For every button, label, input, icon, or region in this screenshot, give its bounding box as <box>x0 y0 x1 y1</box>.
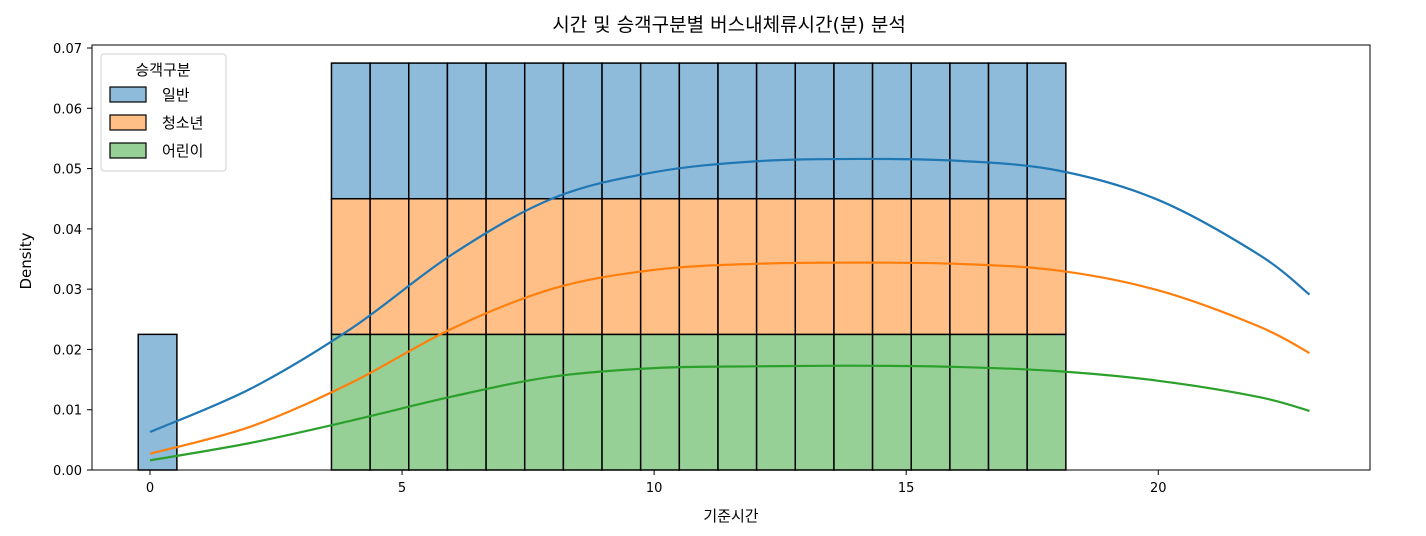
y-axis-label: Density <box>17 232 35 289</box>
bar-어린이-23 <box>1026 333 1067 471</box>
bar-어린이-18 <box>833 333 874 471</box>
bar-어린이-9 <box>485 333 526 471</box>
x-tick-label-20: 20 <box>1150 481 1167 496</box>
bar-청소년-12 <box>601 197 642 336</box>
y-tick-label-0: 0.00 <box>53 464 82 479</box>
legend-swatch-일반 <box>109 86 147 103</box>
x-axis-label: 기준시간 <box>703 507 758 525</box>
legend-title: 승객구분 <box>135 61 190 79</box>
bar-어린이-11 <box>562 333 603 471</box>
bar-청소년-13 <box>639 197 681 336</box>
bar-어린이-13 <box>639 333 681 471</box>
bar-어린이-12 <box>601 333 642 471</box>
bar-일반-16 <box>755 62 797 200</box>
bar-청소년-6 <box>369 197 410 336</box>
bar-청소년-17 <box>794 197 835 336</box>
bar-청소년-10 <box>523 197 565 336</box>
kde-curves <box>149 157 1311 462</box>
bar-어린이-6 <box>369 333 410 471</box>
bar-일반-8 <box>446 62 487 200</box>
bar-어린이-17 <box>794 333 835 471</box>
bar-청소년-19 <box>871 197 912 336</box>
legend-label-청소년: 청소년 <box>162 114 203 132</box>
bar-어린이-20 <box>910 333 951 471</box>
bar-일반-19 <box>871 62 912 200</box>
kde-line-청소년 <box>149 261 1311 455</box>
bar-청소년-11 <box>562 197 603 336</box>
y-tick-label-4: 0.04 <box>53 223 82 238</box>
bar-일반-9 <box>485 62 526 200</box>
bar-청소년-20 <box>910 197 951 336</box>
bar-청소년-5 <box>330 197 371 336</box>
bar-청소년-18 <box>833 197 874 336</box>
legend-swatch-청소년 <box>109 114 147 131</box>
bar-청소년-16 <box>755 197 797 336</box>
bar-일반-10 <box>523 62 565 200</box>
bar-일반-17 <box>794 62 835 200</box>
bar-어린이-19 <box>871 333 912 471</box>
chart-title: 시간 및 승객구분별 버스내체류시간(분) 분석 <box>552 14 906 36</box>
legend-swatch-어린이 <box>109 142 147 159</box>
bar-청소년-7 <box>408 197 449 336</box>
bar-청소년-15 <box>717 197 758 336</box>
x-tick-label-15: 15 <box>898 481 915 496</box>
bar-일반-22 <box>987 62 1028 200</box>
bar-일반-14 <box>678 62 719 200</box>
bar-어린이-15 <box>717 333 758 471</box>
kde-line-어린이 <box>149 364 1310 462</box>
x-tick-label-5: 5 <box>398 481 406 496</box>
bar-일반-13 <box>639 62 681 200</box>
kde-line-일반 <box>149 157 1311 434</box>
legend-label-어린이: 어린이 <box>162 142 203 160</box>
bar-일반-7 <box>408 62 449 200</box>
bar-청소년-21 <box>949 197 990 336</box>
y-tick-label-2: 0.02 <box>53 343 82 358</box>
bar-청소년-23 <box>1026 197 1067 336</box>
legend-label-일반: 일반 <box>162 86 190 104</box>
bar-일반-11 <box>562 62 603 200</box>
y-tick-label-3: 0.03 <box>53 283 82 298</box>
bar-어린이-5 <box>330 333 371 471</box>
y-tick-label-5: 0.05 <box>53 163 82 178</box>
bar-일반-18 <box>833 62 874 200</box>
legend-box <box>100 53 227 172</box>
bar-청소년-8 <box>446 197 487 336</box>
bar-청소년-9 <box>485 197 526 336</box>
histogram-bars <box>137 62 1067 471</box>
x-tick-label-0: 0 <box>146 481 154 496</box>
bar-어린이-14 <box>678 333 719 471</box>
bar-일반-0 <box>137 333 178 471</box>
y-tick-label-1: 0.01 <box>53 404 82 419</box>
bar-일반-20 <box>910 62 951 200</box>
bar-어린이-21 <box>949 333 990 471</box>
bar-어린이-10 <box>523 333 565 471</box>
bar-일반-15 <box>717 62 758 200</box>
axes: 0 5 10 15 20 0.00 0.01 0.02 0.03 0.04 0.05 0.06 0.07 <box>53 42 1371 496</box>
bar-일반-6 <box>369 62 410 200</box>
bar-일반-5 <box>330 62 371 200</box>
bar-어린이-16 <box>755 333 797 471</box>
x-tick-label-10: 10 <box>646 481 663 496</box>
bar-어린이-22 <box>987 333 1028 471</box>
y-tick-label-6: 0.06 <box>53 102 82 117</box>
y-tick-label-7: 0.07 <box>53 42 82 57</box>
bar-어린이-8 <box>446 333 487 471</box>
bar-일반-21 <box>949 62 990 200</box>
plot-frame <box>91 44 1371 471</box>
bar-일반-23 <box>1026 62 1067 200</box>
